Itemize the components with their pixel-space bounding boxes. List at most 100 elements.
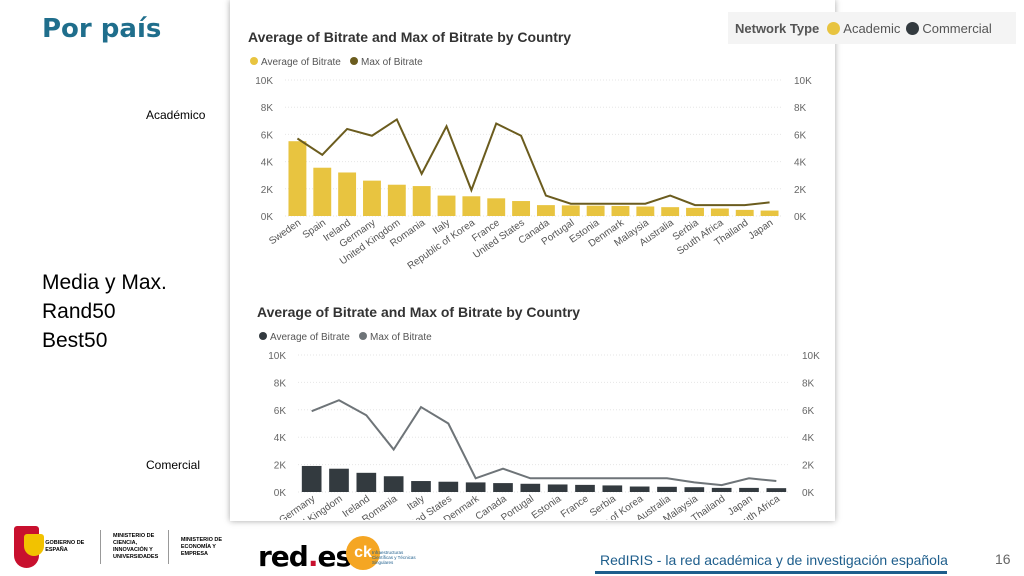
chart-title: Average of Bitrate and Max of Bitrate by…	[257, 304, 580, 320]
report-panel: Average of Bitrate and Max of Bitrate by…	[230, 0, 835, 521]
y-tick-label-left: 4K	[274, 433, 287, 444]
bar	[686, 207, 704, 216]
body-line: Best50	[42, 329, 108, 352]
divider	[100, 530, 102, 564]
body-line: Media y Max.	[42, 271, 167, 294]
filter-item-label: Commercial	[922, 20, 992, 36]
bar	[611, 205, 630, 216]
footer-text: RedIRIS - la red académica y de investig…	[600, 552, 948, 568]
bar	[412, 186, 431, 216]
bar	[711, 487, 732, 492]
bar	[657, 486, 677, 492]
bar	[536, 205, 555, 216]
bar	[586, 205, 605, 216]
redes-logo-part: red	[258, 540, 309, 573]
icts-logo: ck Infraestructuras Científicas y Técnic…	[346, 534, 424, 572]
y-tick-label-left: 4K	[261, 158, 274, 169]
bar	[766, 488, 787, 492]
bar	[629, 486, 650, 492]
bar	[462, 196, 481, 216]
bar	[338, 172, 357, 216]
bar	[301, 465, 322, 492]
body-line: Rand50	[42, 300, 116, 323]
y-tick-label-left: 0K	[274, 488, 287, 499]
legend-label: Max of Bitrate	[370, 332, 432, 343]
filter-item-academic[interactable]: Academic	[827, 21, 900, 36]
bar	[465, 482, 486, 492]
max-bitrate-line	[296, 117, 770, 207]
bar	[547, 484, 568, 492]
y-tick-label-left: 8K	[261, 103, 274, 114]
y-tick-label-left: 2K	[274, 461, 287, 472]
chart-academic: Average of Bitrate and Max of Bitrate by…	[248, 29, 812, 270]
y-tick-label-left: 10K	[268, 351, 286, 362]
bar	[760, 210, 779, 216]
bar	[710, 208, 729, 216]
network-type-filter[interactable]: Network Type Academic Commercial	[728, 12, 1016, 44]
redes-logo: red.es	[258, 540, 352, 573]
bar	[487, 198, 506, 216]
y-tick-label-right: 10K	[802, 351, 820, 362]
y-tick-label-right: 0K	[802, 488, 815, 499]
legend-dot-icon	[350, 57, 358, 65]
bar	[520, 483, 541, 492]
bar	[636, 206, 655, 216]
y-tick-label-left: 6K	[274, 406, 287, 417]
y-tick-label-right: 8K	[802, 378, 815, 389]
bar	[661, 207, 680, 216]
ck-mark: ck	[346, 536, 380, 570]
bar	[387, 184, 406, 216]
bar	[356, 472, 377, 492]
bar	[288, 141, 307, 216]
y-tick-label-left: 0K	[261, 212, 274, 223]
filter-item-commercial[interactable]: Commercial	[906, 20, 992, 36]
academic-label: Académico	[146, 108, 206, 122]
bar	[313, 167, 332, 216]
gov-spain-text: GOBIERNO DE ESPAÑA	[45, 540, 85, 553]
y-tick-label-right: 4K	[794, 158, 807, 169]
y-tick-label-right: 4K	[802, 433, 815, 444]
spain-crest-icon	[14, 526, 45, 568]
footer-line	[595, 571, 947, 574]
bar	[383, 476, 404, 492]
bar	[363, 180, 381, 216]
x-tick-label: Estonia	[530, 493, 564, 520]
y-tick-label-left: 2K	[261, 185, 274, 196]
chart-title: Average of Bitrate and Max of Bitrate by…	[248, 29, 571, 45]
bar	[602, 485, 623, 492]
dot-icon	[827, 21, 841, 35]
legend-label: Max of Bitrate	[361, 57, 423, 68]
y-tick-label-right: 2K	[794, 185, 807, 196]
bar	[684, 487, 705, 492]
y-tick-label-right: 8K	[794, 103, 807, 114]
commercial-label: Comercial	[146, 458, 201, 472]
y-tick-label-right: 10K	[794, 76, 812, 87]
filter-title: Network Type	[735, 20, 820, 36]
ministry-economy-text: MINISTERIO DE ECONOMÍA Y EMPRESA	[180, 536, 223, 557]
bar	[438, 481, 459, 492]
page-number: 16	[995, 551, 1011, 567]
x-tick-label: Japan	[747, 217, 776, 242]
y-tick-label-left: 10K	[255, 76, 273, 87]
x-tick-label: France	[559, 493, 591, 520]
bar	[739, 487, 759, 492]
government-logo: GOBIERNO DE ESPAÑA MINISTERIO DE CIENCIA…	[14, 524, 230, 570]
ck-subtitle: Infraestructuras Científicas y Técnicas …	[372, 550, 416, 565]
legend-dot-icon	[250, 57, 258, 65]
y-tick-label-right: 6K	[802, 406, 815, 417]
bar	[735, 209, 754, 216]
legend-label: Average of Bitrate	[261, 57, 341, 68]
dot-icon	[906, 21, 920, 35]
divider	[168, 530, 169, 564]
y-tick-label-right: 2K	[802, 461, 815, 472]
y-tick-label-right: 0K	[794, 212, 807, 223]
legend-dot-icon	[359, 332, 367, 340]
slide-title: Por país	[42, 14, 162, 44]
max-bitrate-line	[311, 399, 777, 487]
legend-label: Average of Bitrate	[270, 332, 350, 343]
bar	[575, 484, 595, 492]
bar	[329, 468, 349, 492]
redes-logo-dot: .	[307, 540, 319, 573]
chart-commercial: Average of Bitrate and Max of Bitrate by…	[257, 304, 820, 520]
ministry-science-text: MINISTERIO DE CIENCIA, INNOVACIÓN Y UNIV…	[113, 533, 159, 560]
